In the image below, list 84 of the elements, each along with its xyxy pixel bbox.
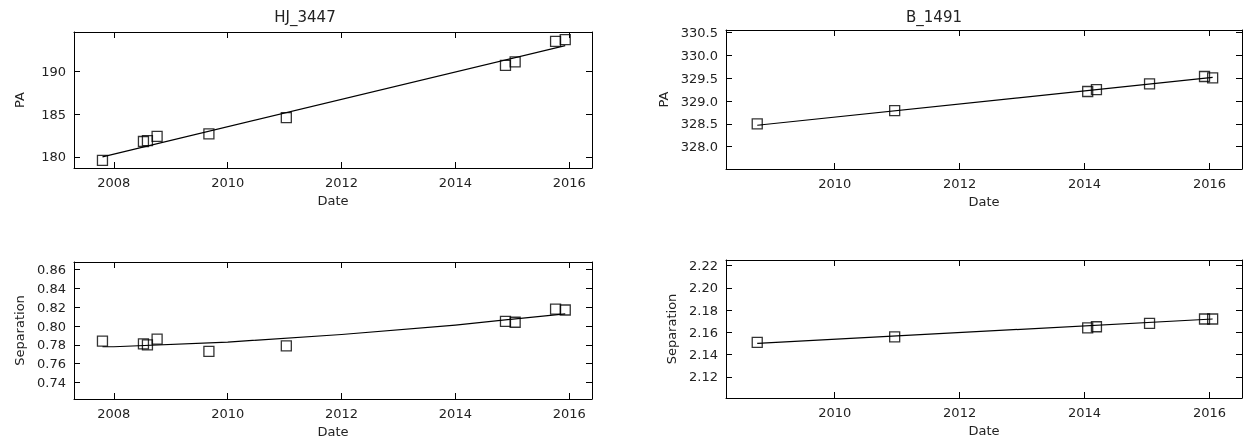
- x-tick-label: 2012: [943, 405, 977, 420]
- x-tick-label: 2014: [1068, 405, 1102, 420]
- x-tick-label: 2010: [211, 406, 245, 421]
- y-tick-label: 330.0: [680, 48, 718, 64]
- point: [549, 303, 562, 315]
- point: [137, 135, 150, 148]
- point: [1206, 313, 1219, 325]
- x-tick-label: 2010: [211, 175, 245, 190]
- point: [889, 331, 901, 343]
- point: [559, 34, 571, 46]
- x-tick-label: 2012: [324, 175, 359, 190]
- point: [151, 130, 163, 142]
- x-tick-label: 2016: [1192, 405, 1227, 420]
- point: [559, 304, 571, 316]
- y-tick-label: 0.84: [37, 280, 66, 296]
- point: [1082, 85, 1094, 98]
- y-tick-label: 180: [41, 149, 66, 165]
- point: [96, 154, 109, 166]
- y-tick-label: 329.0: [680, 93, 718, 109]
- x-tick-label: 2008: [97, 175, 131, 190]
- point: [1198, 70, 1211, 83]
- point: [1082, 322, 1094, 334]
- point: [889, 105, 901, 117]
- y-tick-label: 0.74: [37, 375, 66, 391]
- y-axis-title: PA: [12, 91, 27, 108]
- point: [280, 340, 292, 352]
- y-tick-label: 2.18: [689, 302, 718, 318]
- x-axis-title: Date: [968, 422, 1000, 438]
- point: [1198, 313, 1211, 325]
- y-tick-label: 328.5: [680, 116, 718, 132]
- point: [151, 333, 163, 345]
- point: [1143, 317, 1156, 330]
- x-axis-title: Date: [317, 192, 349, 208]
- point: [141, 134, 154, 147]
- point: [280, 111, 292, 124]
- y-tick-label: 0.82: [37, 299, 66, 315]
- point: [509, 316, 521, 328]
- chart-title: HJ_3447: [274, 7, 336, 27]
- x-tick-label: 2012: [324, 406, 359, 421]
- x-tick-label: 2010: [818, 176, 852, 191]
- y-tick-label: 2.12: [689, 369, 718, 385]
- y-tick-label: 2.16: [689, 324, 718, 340]
- y-tick-label: 330.5: [680, 25, 718, 41]
- y-tick-label: 2.14: [689, 347, 718, 363]
- point: [1090, 321, 1103, 333]
- y-tick-label: 329.5: [680, 70, 718, 86]
- point: [499, 59, 512, 72]
- y-tick-label: 2.22: [689, 258, 718, 274]
- point: [1143, 78, 1156, 90]
- y-tick-label: 0.76: [37, 356, 66, 372]
- y-tick-label: 0.80: [37, 318, 66, 334]
- x-tick-label: 2008: [97, 406, 131, 421]
- point: [1090, 84, 1103, 96]
- x-axis-title: Date: [317, 423, 349, 439]
- point: [203, 345, 215, 358]
- x-tick-label: 2014: [438, 406, 472, 421]
- x-tick-label: 2016: [552, 406, 586, 421]
- point: [203, 128, 215, 140]
- y-tick-label: 190: [41, 63, 66, 79]
- point: [499, 315, 512, 327]
- point: [1206, 72, 1219, 84]
- x-axis-title: Date: [968, 193, 1000, 209]
- x-tick-label: 2014: [438, 175, 472, 190]
- y-tick-label: 185: [41, 106, 66, 122]
- y-tick-label: 0.86: [37, 262, 66, 278]
- point: [751, 118, 763, 130]
- x-tick-label: 2016: [552, 175, 586, 190]
- point: [141, 339, 154, 351]
- point: [549, 35, 562, 48]
- chart-title: B_1491: [906, 7, 962, 27]
- point: [96, 335, 109, 347]
- x-tick-label: 2012: [943, 176, 977, 191]
- y-tick-label: 2.20: [689, 280, 718, 296]
- y-axis-title: Separation: [664, 293, 679, 365]
- y-tick-label: 0.78: [37, 337, 66, 353]
- y-axis-title: PA: [655, 91, 671, 108]
- x-tick-label: 2010: [818, 405, 852, 420]
- point: [509, 56, 521, 68]
- point: [751, 336, 763, 348]
- y-tick-label: 328.0: [680, 139, 718, 155]
- x-tick-label: 2016: [1192, 176, 1227, 191]
- x-tick-label: 2014: [1068, 176, 1102, 191]
- y-axis-title: Separation: [12, 295, 27, 366]
- point: [137, 338, 150, 350]
